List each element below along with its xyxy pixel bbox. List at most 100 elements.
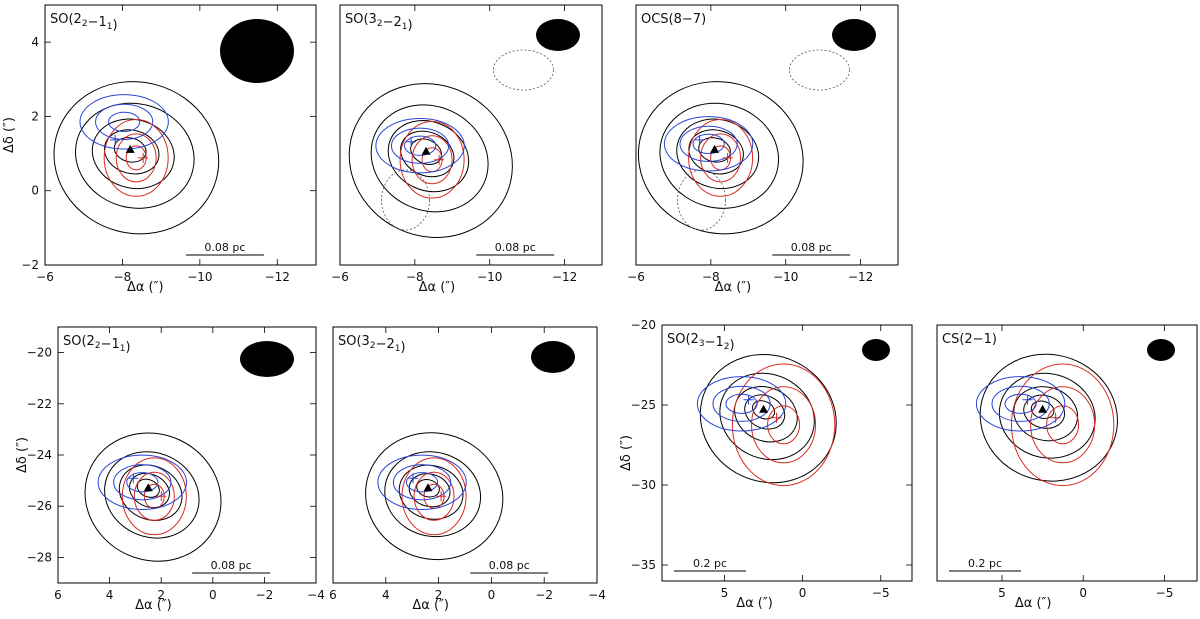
contour-black bbox=[1023, 394, 1066, 429]
x-tick-label: 4 bbox=[382, 588, 390, 602]
scale-bar-label: 0.2 pc bbox=[693, 557, 727, 570]
panel-title: OCS(8−7) bbox=[641, 12, 706, 27]
x-axis-label: Δα (″) bbox=[135, 598, 172, 613]
contour-blue bbox=[95, 103, 154, 140]
contour-blue bbox=[1004, 393, 1037, 414]
beam-ellipse bbox=[1147, 339, 1175, 361]
scale-bar-label: 0.08 pc bbox=[791, 241, 832, 254]
panel-title: SO(32−21) bbox=[345, 12, 413, 33]
x-tick-label: 0 bbox=[488, 588, 496, 602]
x-tick-label: −8 bbox=[114, 270, 132, 284]
contour-blue bbox=[725, 393, 758, 414]
contour-blue bbox=[663, 116, 754, 172]
contour-blue bbox=[692, 133, 725, 154]
contour-red bbox=[751, 386, 817, 464]
contour-black bbox=[370, 104, 489, 213]
x-axis-label: Δα (″) bbox=[412, 598, 449, 613]
beam-ellipse bbox=[862, 339, 890, 361]
scale-bar-label: 0.08 pc bbox=[211, 559, 252, 572]
contour-black bbox=[387, 120, 470, 193]
x-tick-label: −2 bbox=[256, 588, 274, 602]
x-tick-label: −5 bbox=[872, 586, 890, 600]
plot-frame bbox=[44, 4, 317, 266]
contour-layer bbox=[365, 432, 504, 561]
contour-layer bbox=[84, 432, 222, 562]
contour-red bbox=[1010, 363, 1115, 487]
contour-blue bbox=[403, 135, 437, 156]
x-tick-label: 0 bbox=[209, 588, 217, 602]
panel-title: SO(22−11) bbox=[63, 334, 131, 355]
contour-black bbox=[998, 372, 1096, 459]
red-peak-marker bbox=[1050, 412, 1061, 423]
scale-bar-label: 0.2 pc bbox=[968, 557, 1002, 570]
x-tick-label: −4 bbox=[307, 588, 325, 602]
contour-black bbox=[408, 473, 451, 508]
contour-red bbox=[103, 118, 169, 197]
contour-black bbox=[348, 83, 513, 238]
contour-blue bbox=[375, 118, 465, 174]
source-triangle-icon bbox=[125, 144, 135, 153]
y-axis-label: Δδ (″) bbox=[15, 437, 30, 473]
contour-blue bbox=[79, 94, 169, 150]
contour-blue bbox=[97, 454, 188, 510]
contour-black bbox=[688, 129, 744, 175]
red-peak-marker bbox=[156, 491, 167, 502]
contour-black bbox=[118, 464, 183, 521]
contour-red bbox=[767, 405, 801, 445]
contour-layer bbox=[348, 49, 554, 238]
scale-bar-label: 0.08 pc bbox=[204, 241, 245, 254]
contour-black bbox=[719, 372, 815, 461]
y-tick-label: −22 bbox=[27, 397, 52, 411]
panel-title: CS(2−1) bbox=[942, 332, 997, 347]
x-tick-label: −8 bbox=[406, 270, 424, 284]
blue-peak-marker bbox=[743, 394, 754, 405]
panel-0: −6 −8 −10 −12 −2 0 2 4 Δα (″) Δδ (″) SO(22−11) 0.08… bbox=[2, 4, 317, 295]
blue-peak-marker bbox=[128, 473, 139, 484]
y-axis-label: Δδ (″) bbox=[619, 435, 634, 471]
red-peak-marker bbox=[436, 491, 447, 502]
panel-title: SO(23−12) bbox=[667, 332, 735, 353]
red-peak-marker bbox=[138, 152, 149, 163]
x-tick-label: 5 bbox=[998, 586, 1006, 600]
y-tick-label: −2 bbox=[21, 258, 39, 272]
contour-blue bbox=[991, 385, 1050, 422]
x-tick-label: 2 bbox=[157, 588, 165, 602]
plot-frame bbox=[936, 324, 1198, 582]
y-tick-label: −26 bbox=[27, 499, 52, 513]
y-tick-label: −20 bbox=[631, 318, 656, 332]
contour-black bbox=[84, 432, 222, 562]
contour-layer bbox=[696, 354, 837, 487]
y-tick-label: −25 bbox=[631, 398, 656, 412]
panel-6: 5 0 −5 Δα (″) CS(2−1) 0.2 pc bbox=[936, 324, 1198, 611]
contour-blue bbox=[377, 454, 467, 510]
x-axis-label: Δα (″) bbox=[419, 280, 456, 295]
blue-peak-marker bbox=[406, 136, 417, 147]
contour-negative bbox=[381, 169, 430, 231]
beam-ellipse bbox=[220, 19, 294, 83]
contour-black bbox=[659, 102, 780, 209]
contour-red bbox=[688, 118, 754, 197]
contour-layer bbox=[637, 49, 850, 235]
contour-red bbox=[731, 363, 836, 487]
contour-blue bbox=[108, 111, 141, 132]
y-tick-label: −24 bbox=[27, 448, 52, 462]
contour-blue bbox=[696, 376, 787, 432]
source-triangle-icon bbox=[710, 144, 720, 153]
source-triangle-icon bbox=[423, 483, 433, 492]
contour-black bbox=[1030, 400, 1055, 420]
contour-red bbox=[1030, 386, 1096, 464]
y-tick-label: 4 bbox=[31, 35, 39, 49]
contour-red bbox=[115, 133, 157, 183]
x-tick-label: 0 bbox=[1079, 586, 1087, 600]
contour-blue bbox=[113, 464, 172, 501]
x-tick-label: 4 bbox=[106, 588, 114, 602]
beam-ellipse bbox=[240, 341, 294, 377]
y-tick-label: −35 bbox=[631, 558, 656, 572]
red-peak-marker bbox=[722, 152, 733, 163]
contour-red bbox=[411, 135, 453, 185]
x-tick-label: −12 bbox=[265, 270, 290, 284]
contour-blue bbox=[405, 472, 439, 493]
red-peak-marker bbox=[434, 154, 445, 165]
blue-peak-marker bbox=[110, 134, 121, 145]
